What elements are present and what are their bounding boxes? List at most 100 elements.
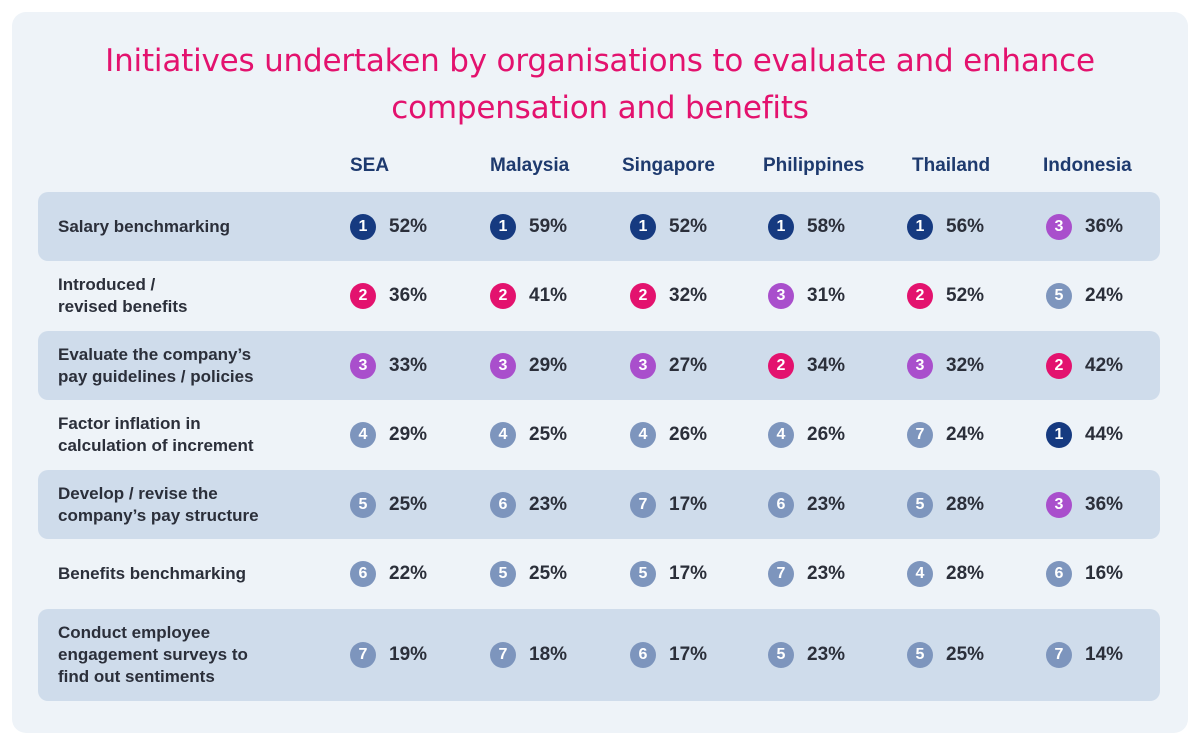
percent-value: 19%	[389, 644, 428, 665]
percent-value: 36%	[1085, 215, 1124, 237]
table-cell-malaysia: 4 25%	[490, 422, 567, 448]
rank-badge-icon: 7	[490, 642, 516, 668]
percent-value: 28%	[946, 493, 985, 515]
percent-value: 52%	[946, 285, 985, 306]
column-header-philippines: Philippines	[763, 155, 865, 176]
percent-value: 23%	[807, 563, 846, 584]
table-cell-thailand: 5 25%	[907, 642, 984, 668]
column-header-singapore: Singapore	[622, 155, 715, 176]
table-cell-malaysia: 3 29%	[490, 352, 568, 379]
table-cell-thailand: 4 28%	[907, 561, 984, 587]
rank-badge-icon: 5	[1046, 283, 1072, 309]
percent-value: 29%	[389, 424, 428, 445]
table-cell-indonesia: 3 36%	[1046, 491, 1124, 518]
percent-value: 23%	[807, 644, 846, 665]
percent-value: 25%	[946, 644, 985, 665]
table-cell-philippines: 4 26%	[768, 422, 845, 448]
column-header-indonesia: Indonesia	[1043, 155, 1132, 176]
table-cell-philippines: 2 34%	[768, 352, 846, 379]
rank-badge-icon: 4	[907, 561, 933, 587]
percent-value: 26%	[669, 424, 708, 445]
rank-badge-icon: 4	[630, 422, 656, 448]
table-cell-thailand: 7 24%	[907, 422, 984, 448]
rank-badge-icon: 2	[490, 283, 516, 309]
rank-badge-icon: 4	[350, 422, 376, 448]
percent-value: 31%	[807, 285, 846, 306]
percent-value: 16%	[1085, 563, 1124, 584]
chart-title: Initiatives undertaken by organisations …	[105, 43, 1095, 126]
rank-badge-icon: 5	[907, 642, 933, 668]
rank-badge-icon: 5	[490, 561, 516, 587]
rank-badge-icon: 3	[490, 352, 516, 379]
rank-badge-icon: 7	[907, 422, 933, 448]
percent-value: 42%	[1085, 354, 1124, 376]
rank-badge-icon: 7	[1046, 642, 1072, 668]
rank-badge-icon: 5	[350, 491, 376, 518]
rank-badge-icon: 6	[490, 491, 516, 518]
percent-value: 44%	[1085, 424, 1124, 445]
percent-value: 14%	[1085, 644, 1124, 665]
percent-value: 33%	[389, 354, 428, 376]
rank-badge-icon: 1	[490, 213, 516, 240]
rank-badge-icon: 6	[350, 561, 376, 587]
table-cell-philippines: 7 23%	[768, 561, 845, 587]
table-cell-philippines: 1 58%	[768, 213, 845, 240]
table-cell-sea: 7 19%	[350, 642, 427, 668]
percent-value: 24%	[946, 424, 985, 445]
table-cell-singapore: 3 27%	[630, 352, 707, 379]
rank-badge-icon: 5	[768, 642, 794, 668]
percent-value: 56%	[946, 215, 985, 237]
rank-badge-icon: 7	[768, 561, 794, 587]
column-header-sea: SEA	[350, 155, 390, 176]
table-cell-sea: 3 33%	[350, 352, 428, 379]
rank-badge-icon: 1	[768, 213, 794, 240]
table-cell-singapore: 6 17%	[630, 642, 707, 668]
rank-badge-icon: 1	[630, 213, 656, 240]
table-row: Evaluate the company’s pay guidelines / …	[38, 331, 1160, 400]
table-cell-philippines: 6 23%	[768, 491, 845, 518]
percent-value: 17%	[669, 563, 708, 584]
row-label: Develop / revise the company’s pay struc…	[58, 483, 259, 525]
row-label: Factor inflation in calculation of incre…	[58, 414, 254, 455]
percent-value: 25%	[529, 563, 568, 584]
percent-value: 23%	[529, 493, 568, 515]
percent-value: 24%	[1085, 285, 1124, 306]
rank-badge-icon: 2	[907, 283, 933, 309]
rank-badge-icon: 3	[1046, 491, 1072, 518]
rank-badge-icon: 3	[630, 352, 656, 379]
percent-value: 28%	[946, 563, 985, 584]
table-cell-indonesia: 2 42%	[1046, 352, 1124, 379]
percent-value: 32%	[946, 354, 985, 376]
rank-badge-icon: 2	[1046, 352, 1072, 379]
table-row: Benefits benchmarking 6 22% 5 25% 5 17% 7 23% 4 28…	[38, 539, 1160, 609]
percent-value: 32%	[669, 285, 708, 306]
rank-badge-icon: 6	[1046, 561, 1072, 587]
table-row: Conduct employee engagement surveys to f…	[38, 609, 1160, 701]
percent-value: 29%	[529, 354, 568, 376]
table-cell-philippines: 5 23%	[768, 642, 845, 668]
rank-badge-icon: 7	[350, 642, 376, 668]
rank-badge-icon: 6	[630, 642, 656, 668]
percent-value: 36%	[1085, 493, 1124, 515]
rank-badge-icon: 7	[630, 491, 656, 518]
rank-badge-icon: 5	[630, 561, 656, 587]
table-cell-sea: 1 52%	[350, 213, 428, 240]
percent-value: 52%	[389, 215, 428, 237]
rank-badge-icon: 3	[907, 352, 933, 379]
rank-badge-icon: 4	[490, 422, 516, 448]
table-cell-sea: 5 25%	[350, 491, 427, 518]
percent-value: 17%	[669, 644, 708, 665]
table-cell-sea: 4 29%	[350, 422, 427, 448]
row-label: Evaluate the company’s pay guidelines / …	[58, 344, 254, 386]
table-cell-singapore: 7 17%	[630, 491, 707, 518]
table-cell-singapore: 4 26%	[630, 422, 707, 448]
rank-badge-icon: 3	[1046, 213, 1072, 240]
table-cell-malaysia: 7 18%	[490, 642, 567, 668]
table-cell-indonesia: 7 14%	[1046, 642, 1123, 668]
percent-value: 34%	[807, 354, 846, 376]
row-label: Introduced / revised benefits	[58, 275, 188, 316]
column-header-thailand: Thailand	[912, 155, 991, 176]
percent-value: 59%	[529, 215, 568, 237]
rank-badge-icon: 1	[350, 213, 376, 240]
rank-badge-icon: 2	[630, 283, 656, 309]
